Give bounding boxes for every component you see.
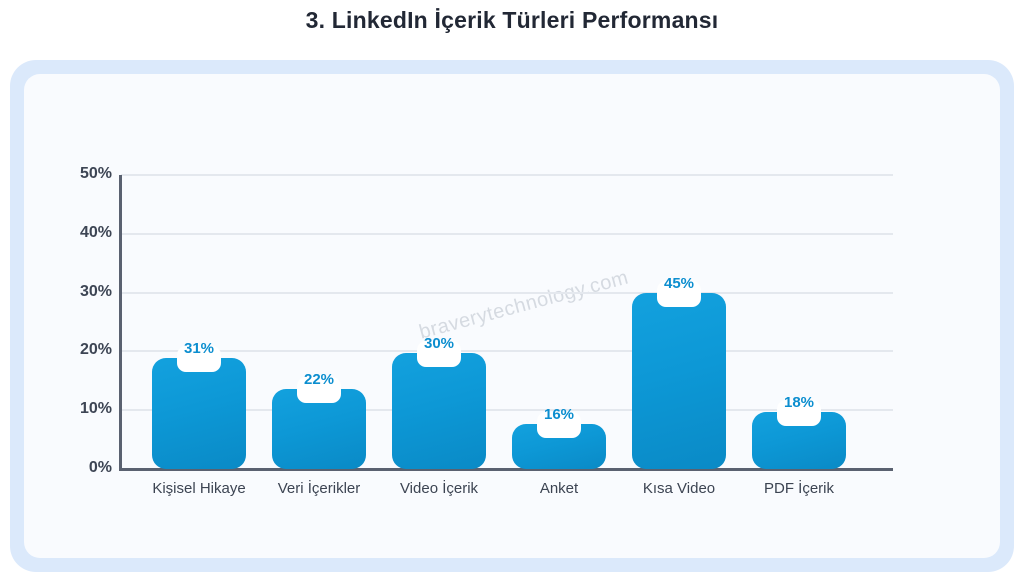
y-tick-label-30: 30% <box>79 282 112 300</box>
y-axis-line <box>119 175 122 471</box>
x-tick-label-4: Anket <box>539 480 579 497</box>
bar-5: 45% <box>632 275 726 469</box>
x-tick-label-1: Kişisel Hikaye <box>152 480 246 497</box>
bar-4: 16% <box>512 406 606 469</box>
gridline-30 <box>121 291 893 294</box>
chart-title: 3. LinkedIn İçerik Türleri Performansı <box>305 7 719 33</box>
gridline-40 <box>121 232 893 235</box>
bar-chart: 0% 10% 20% 30% 40% 50% 31% Kişisel Hikaye 22% Ver… <box>24 74 1000 558</box>
y-tick-label-40: 40% <box>79 223 112 241</box>
gridline-10 <box>121 409 893 412</box>
x-tick-label-6: PDF İçerik <box>763 480 834 497</box>
bar-value-label: 22% <box>303 371 335 388</box>
bar-value-tab <box>297 377 341 403</box>
y-tick-label-50: 50% <box>79 165 112 182</box>
bar-value-label: 30% <box>423 335 455 352</box>
x-tick-label-5: Kısa Video <box>642 480 716 497</box>
bar-value-tab <box>777 400 821 426</box>
y-tick-label-10: 10% <box>79 400 112 418</box>
bar-value-label: 18% <box>783 394 815 411</box>
y-tick-label-20: 20% <box>79 341 112 359</box>
bar-value-label: 31% <box>183 340 215 357</box>
bar-2: 22% <box>272 371 366 469</box>
bar-value-label: 16% <box>543 406 575 423</box>
bar-value-tab <box>657 281 701 307</box>
chart-panel: braverytechnology.com 0% 10% 20% 30% 40% 50% 3… <box>24 74 1000 558</box>
bar-value-tab <box>177 346 221 372</box>
x-axis-line <box>119 468 893 471</box>
gridline-20 <box>121 350 893 353</box>
y-tick-label-0: 0% <box>88 459 112 476</box>
bar-value-tab <box>537 412 581 438</box>
bar-1: 31% <box>152 340 246 469</box>
bar-3: 30% <box>392 335 486 469</box>
x-tick-label-2: Veri İçerikler <box>277 480 361 497</box>
chart-card: braverytechnology.com 0% 10% 20% 30% 40% 50% 3… <box>10 60 1014 572</box>
bar-6: 18% <box>752 394 846 469</box>
gridline-50 <box>121 174 893 176</box>
bar-value-label: 45% <box>663 275 695 292</box>
bar-value-tab <box>417 341 461 367</box>
x-tick-label-3: Video İçerik <box>399 480 479 497</box>
